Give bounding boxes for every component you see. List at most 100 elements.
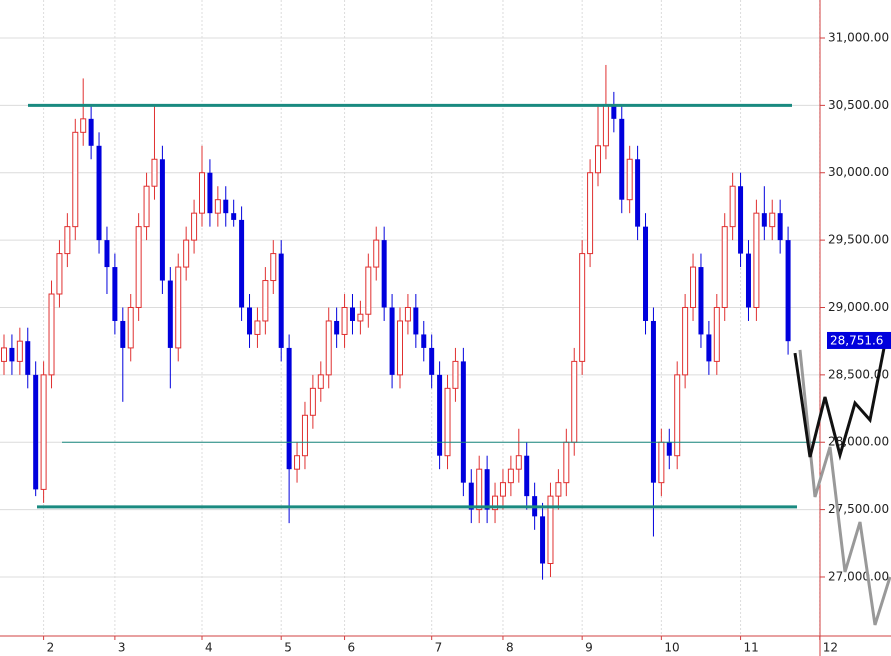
x-tick-label: 4 xyxy=(205,641,213,655)
candle-body xyxy=(745,253,751,308)
candle-body xyxy=(64,226,71,255)
y-tick-label: 28,500.00 xyxy=(828,367,889,381)
candle-body xyxy=(444,387,451,457)
candle-body xyxy=(397,320,403,376)
candle-body xyxy=(524,455,530,497)
candle-body xyxy=(135,226,142,308)
x-tick-label: 6 xyxy=(348,641,356,655)
y-tick-label: 30,000.00 xyxy=(828,165,889,179)
candle-body xyxy=(476,468,483,511)
candle-body xyxy=(468,482,474,510)
candle-body xyxy=(341,306,348,335)
candle-body xyxy=(88,118,94,146)
candle-body xyxy=(301,414,308,457)
candle-body xyxy=(349,307,355,321)
candle-body xyxy=(429,347,435,375)
candle-body xyxy=(80,118,87,133)
y-tick-label: 29,000.00 xyxy=(828,300,889,314)
candle-body xyxy=(643,226,649,321)
candle-body xyxy=(120,320,126,348)
candle-body xyxy=(626,158,633,201)
y-tick-label: 30,500.00 xyxy=(828,98,889,112)
last-price-box xyxy=(827,331,891,349)
y-tick-label: 27,500.00 xyxy=(828,502,889,516)
candle-body xyxy=(563,441,570,484)
x-tick-label: 11 xyxy=(744,641,759,655)
candle-body xyxy=(270,253,277,282)
x-tick-label: 12 xyxy=(823,641,838,655)
candle-body xyxy=(421,334,427,348)
candle-body xyxy=(507,468,514,484)
candle-body xyxy=(159,159,165,281)
candle-body xyxy=(381,240,387,308)
candle-body xyxy=(547,495,554,565)
candle-body xyxy=(555,482,562,497)
candle-body xyxy=(151,158,158,187)
forecast-line xyxy=(798,349,891,626)
x-tick-label: 7 xyxy=(435,641,443,655)
candle-body xyxy=(365,266,372,315)
candle-body xyxy=(452,360,459,389)
candle-body xyxy=(286,347,292,470)
candle-body xyxy=(413,307,419,335)
candle-body xyxy=(9,347,15,362)
candle-body xyxy=(254,320,261,335)
forecast-line xyxy=(793,342,887,461)
candle-body xyxy=(540,516,546,564)
candle-body xyxy=(357,313,364,322)
candle-body xyxy=(167,280,173,348)
candle-body xyxy=(658,441,665,484)
candle-body xyxy=(127,306,134,349)
candle-body xyxy=(317,374,324,389)
candle-body xyxy=(294,455,301,470)
candle-body xyxy=(492,495,499,511)
candle-body xyxy=(602,104,609,147)
x-tick-label: 9 xyxy=(585,641,593,655)
candle-body xyxy=(33,374,39,490)
candle-body xyxy=(373,239,380,268)
candle-body xyxy=(769,212,776,228)
candle-body xyxy=(666,442,672,456)
x-tick-label: 10 xyxy=(664,641,679,655)
candle-body xyxy=(56,253,63,295)
candle-body xyxy=(104,240,110,268)
x-tick-label: 5 xyxy=(284,641,292,655)
x-tick-label: 2 xyxy=(47,641,55,655)
candle-body xyxy=(325,320,332,376)
y-tick-label: 31,000.00 xyxy=(828,30,889,44)
candle-body xyxy=(777,213,783,241)
candle-body xyxy=(437,374,443,456)
y-tick-label: 27,000.00 xyxy=(828,569,889,583)
candle-body xyxy=(309,387,316,416)
candle-body xyxy=(674,374,681,457)
candle-body xyxy=(262,280,269,322)
candle-body xyxy=(207,172,213,214)
candle-body xyxy=(753,212,760,308)
candle-body xyxy=(619,118,625,200)
candle-body xyxy=(460,361,466,483)
candle-body xyxy=(175,266,182,349)
candle-body xyxy=(721,226,728,308)
candle-body xyxy=(729,185,736,228)
candle-body xyxy=(112,267,118,321)
candle-body xyxy=(595,145,601,174)
candle-body xyxy=(143,185,150,228)
candle-body xyxy=(690,266,697,308)
candle-body xyxy=(738,186,744,254)
candle-body xyxy=(611,105,617,119)
candle-body xyxy=(650,320,656,483)
candle-body xyxy=(682,306,689,376)
candle-body xyxy=(698,267,704,335)
last-price-label: 28,751.6 xyxy=(830,333,883,347)
candle-body xyxy=(16,340,23,362)
candle-body xyxy=(191,212,198,241)
x-tick-label: 8 xyxy=(506,641,514,655)
y-tick-label: 29,500.00 xyxy=(828,233,889,247)
x-tick-label: 3 xyxy=(118,641,126,655)
candle-body xyxy=(183,239,190,268)
candle-body xyxy=(785,240,791,342)
candle-body xyxy=(761,213,767,227)
candle-body xyxy=(1,347,7,362)
